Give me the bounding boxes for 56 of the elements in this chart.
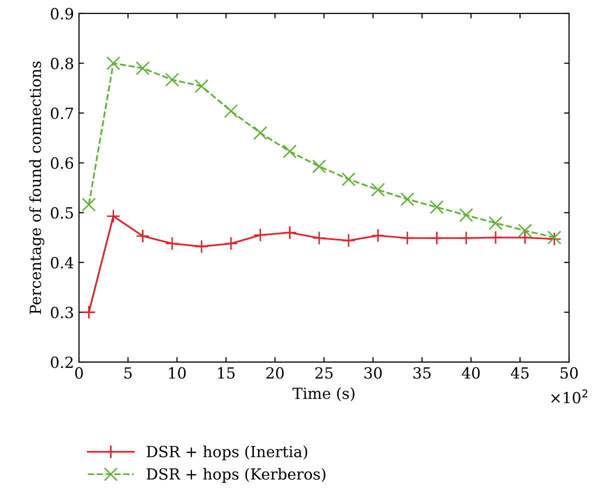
point	[488, 230, 502, 244]
text: ×10$^{2}$	[551, 389, 588, 404]
x-tick-label: 45	[510, 367, 529, 379]
point	[282, 226, 297, 240]
point	[165, 72, 180, 87]
point	[342, 234, 356, 248]
point	[459, 208, 474, 222]
y-tick-label: 0.5	[50, 207, 73, 219]
y-tick-label: 0.8	[50, 58, 74, 70]
point	[106, 56, 120, 70]
y-tick-label: 0.7	[50, 108, 74, 120]
point	[312, 159, 326, 174]
point	[430, 200, 444, 214]
x-axis-title: Time (s)	[292, 387, 354, 402]
legend-label: DSR + hops (Inertia)	[146, 446, 308, 460]
point	[342, 172, 356, 186]
point	[136, 61, 150, 76]
point	[82, 198, 96, 212]
point	[194, 240, 208, 254]
x-tick-label: 50	[560, 367, 578, 379]
point	[194, 79, 208, 94]
point	[488, 216, 502, 230]
point	[400, 231, 414, 245]
x-tick-label: 20	[266, 367, 284, 379]
x-tick-label: 15	[218, 367, 235, 379]
point	[370, 228, 385, 242]
point	[370, 182, 385, 197]
y-tick-label: 0.6	[50, 157, 74, 169]
point	[430, 231, 444, 245]
point	[82, 305, 96, 320]
point	[282, 144, 297, 158]
point	[518, 230, 532, 244]
x-tick-label: 30	[364, 367, 382, 379]
point	[224, 236, 238, 250]
point	[165, 236, 180, 250]
legend-label: DSR + hops (Kerberos)	[146, 468, 326, 483]
point	[136, 229, 150, 243]
point	[106, 209, 120, 224]
point	[459, 231, 474, 245]
x-tick-label: 35	[413, 367, 431, 379]
y-tick-label: 0.4	[50, 256, 74, 268]
y-tick-label: 0.9	[50, 8, 74, 20]
y-tick-label: 0.2	[50, 356, 73, 368]
point	[518, 224, 532, 238]
x-tick-label: 25	[315, 367, 333, 379]
x-tick-label: 0	[75, 367, 83, 379]
point	[253, 126, 268, 140]
x-tick-label: 5	[124, 367, 132, 379]
y-tick-label: 0.3	[50, 306, 74, 318]
x-tick-label: 40	[462, 367, 480, 379]
point	[400, 192, 414, 206]
y-axis-title: Percentage of found connections	[29, 61, 44, 314]
point	[253, 228, 268, 242]
point	[312, 231, 326, 245]
x-tick-label: 10	[169, 367, 186, 379]
point	[224, 104, 238, 118]
